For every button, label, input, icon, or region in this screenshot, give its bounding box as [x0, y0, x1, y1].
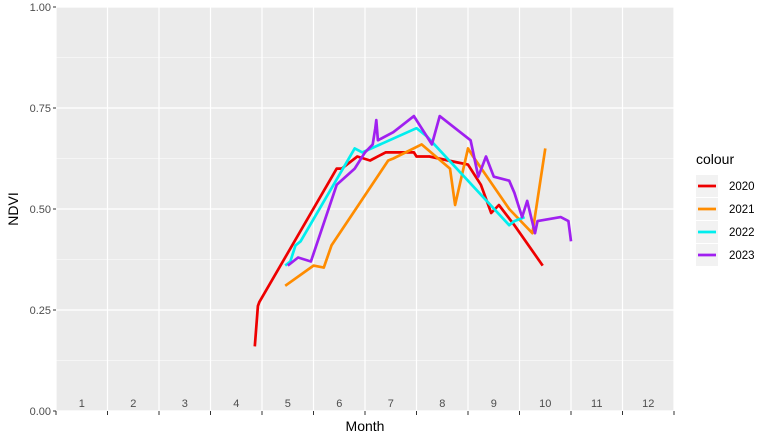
series-line-2022 — [284, 126, 526, 267]
x-tick-label: 10 — [539, 398, 551, 410]
x-axis-title: Month — [346, 418, 385, 434]
legend-label-2022: 2022 — [729, 227, 755, 239]
legend-label-2023: 2023 — [729, 250, 755, 262]
y-tick-label: 1.00 — [30, 2, 51, 14]
legend-label-2021: 2021 — [729, 204, 755, 216]
x-tick-label: 8 — [439, 398, 445, 410]
y-tick-label: 0.25 — [30, 305, 51, 317]
x-tick-label: 1 — [79, 398, 85, 410]
x-tick-label: 2 — [130, 398, 136, 410]
y-tick-label: 0.00 — [30, 406, 51, 418]
legend: colour 2020 2021 2022 2023 — [696, 151, 755, 266]
series-line-2023 — [286, 114, 573, 267]
x-tick-label: 11 — [591, 398, 602, 410]
legend-label-2020: 2020 — [729, 181, 755, 193]
y-axis-title: NDVI — [5, 192, 21, 225]
y-tick-label: 0.75 — [30, 103, 51, 115]
series-line-2020 — [253, 151, 544, 347]
series-line-2021 — [284, 143, 547, 287]
x-tick-label: 4 — [233, 398, 239, 410]
legend-title: colour — [696, 151, 734, 167]
x-tick-label: 12 — [642, 398, 654, 410]
axes: 0.000.250.500.751.001 2 3 4 5 6 7 8 9 10 11 12 — [30, 2, 675, 418]
x-tick-label: 3 — [182, 398, 188, 410]
x-tick-label: 9 — [491, 398, 497, 410]
x-tick-label: 7 — [388, 398, 394, 410]
x-tick-label: 6 — [336, 398, 342, 410]
series-lines — [253, 114, 573, 347]
x-tick-label: 5 — [285, 398, 291, 410]
y-tick-label: 0.50 — [30, 204, 51, 216]
